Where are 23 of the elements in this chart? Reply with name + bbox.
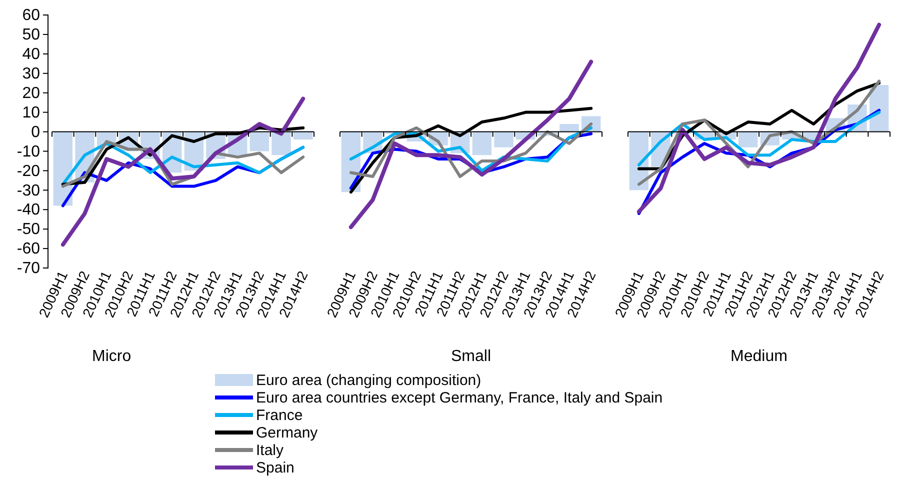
legend-label: Germany [256, 424, 318, 442]
legend-label: Euro area countries except Germany, France, Italy and Spain [256, 390, 663, 406]
y-tick-label: -20 [16, 162, 40, 180]
legend-label: France [256, 407, 303, 424]
y-tick-label: -40 [16, 202, 40, 219]
y-tick-label: -30 [16, 182, 40, 200]
y-tick-label: 40 [22, 46, 40, 64]
y-tick-label: 30 [22, 66, 40, 83]
legend-label: Spain [256, 460, 294, 476]
y-tick-label: 20 [22, 84, 40, 102]
x-axis-title: Medium [730, 348, 788, 365]
y-tick-label: 60 [22, 7, 40, 24]
legend-label: Euro area (changing composition) [256, 372, 482, 389]
legend-label: Italy [256, 442, 284, 459]
x-axis-title: Small [450, 348, 492, 365]
y-tick-label: 0 [31, 124, 40, 141]
x-axis-title: Micro [92, 348, 132, 365]
y-tick-label: -70 [16, 260, 40, 278]
y-tick-label: -50 [16, 221, 40, 238]
y-tick-label: 10 [22, 104, 40, 122]
y-tick-label: -10 [16, 143, 40, 160]
y-tick-label: 50 [22, 26, 40, 44]
y-tick-label: -60 [16, 240, 40, 258]
